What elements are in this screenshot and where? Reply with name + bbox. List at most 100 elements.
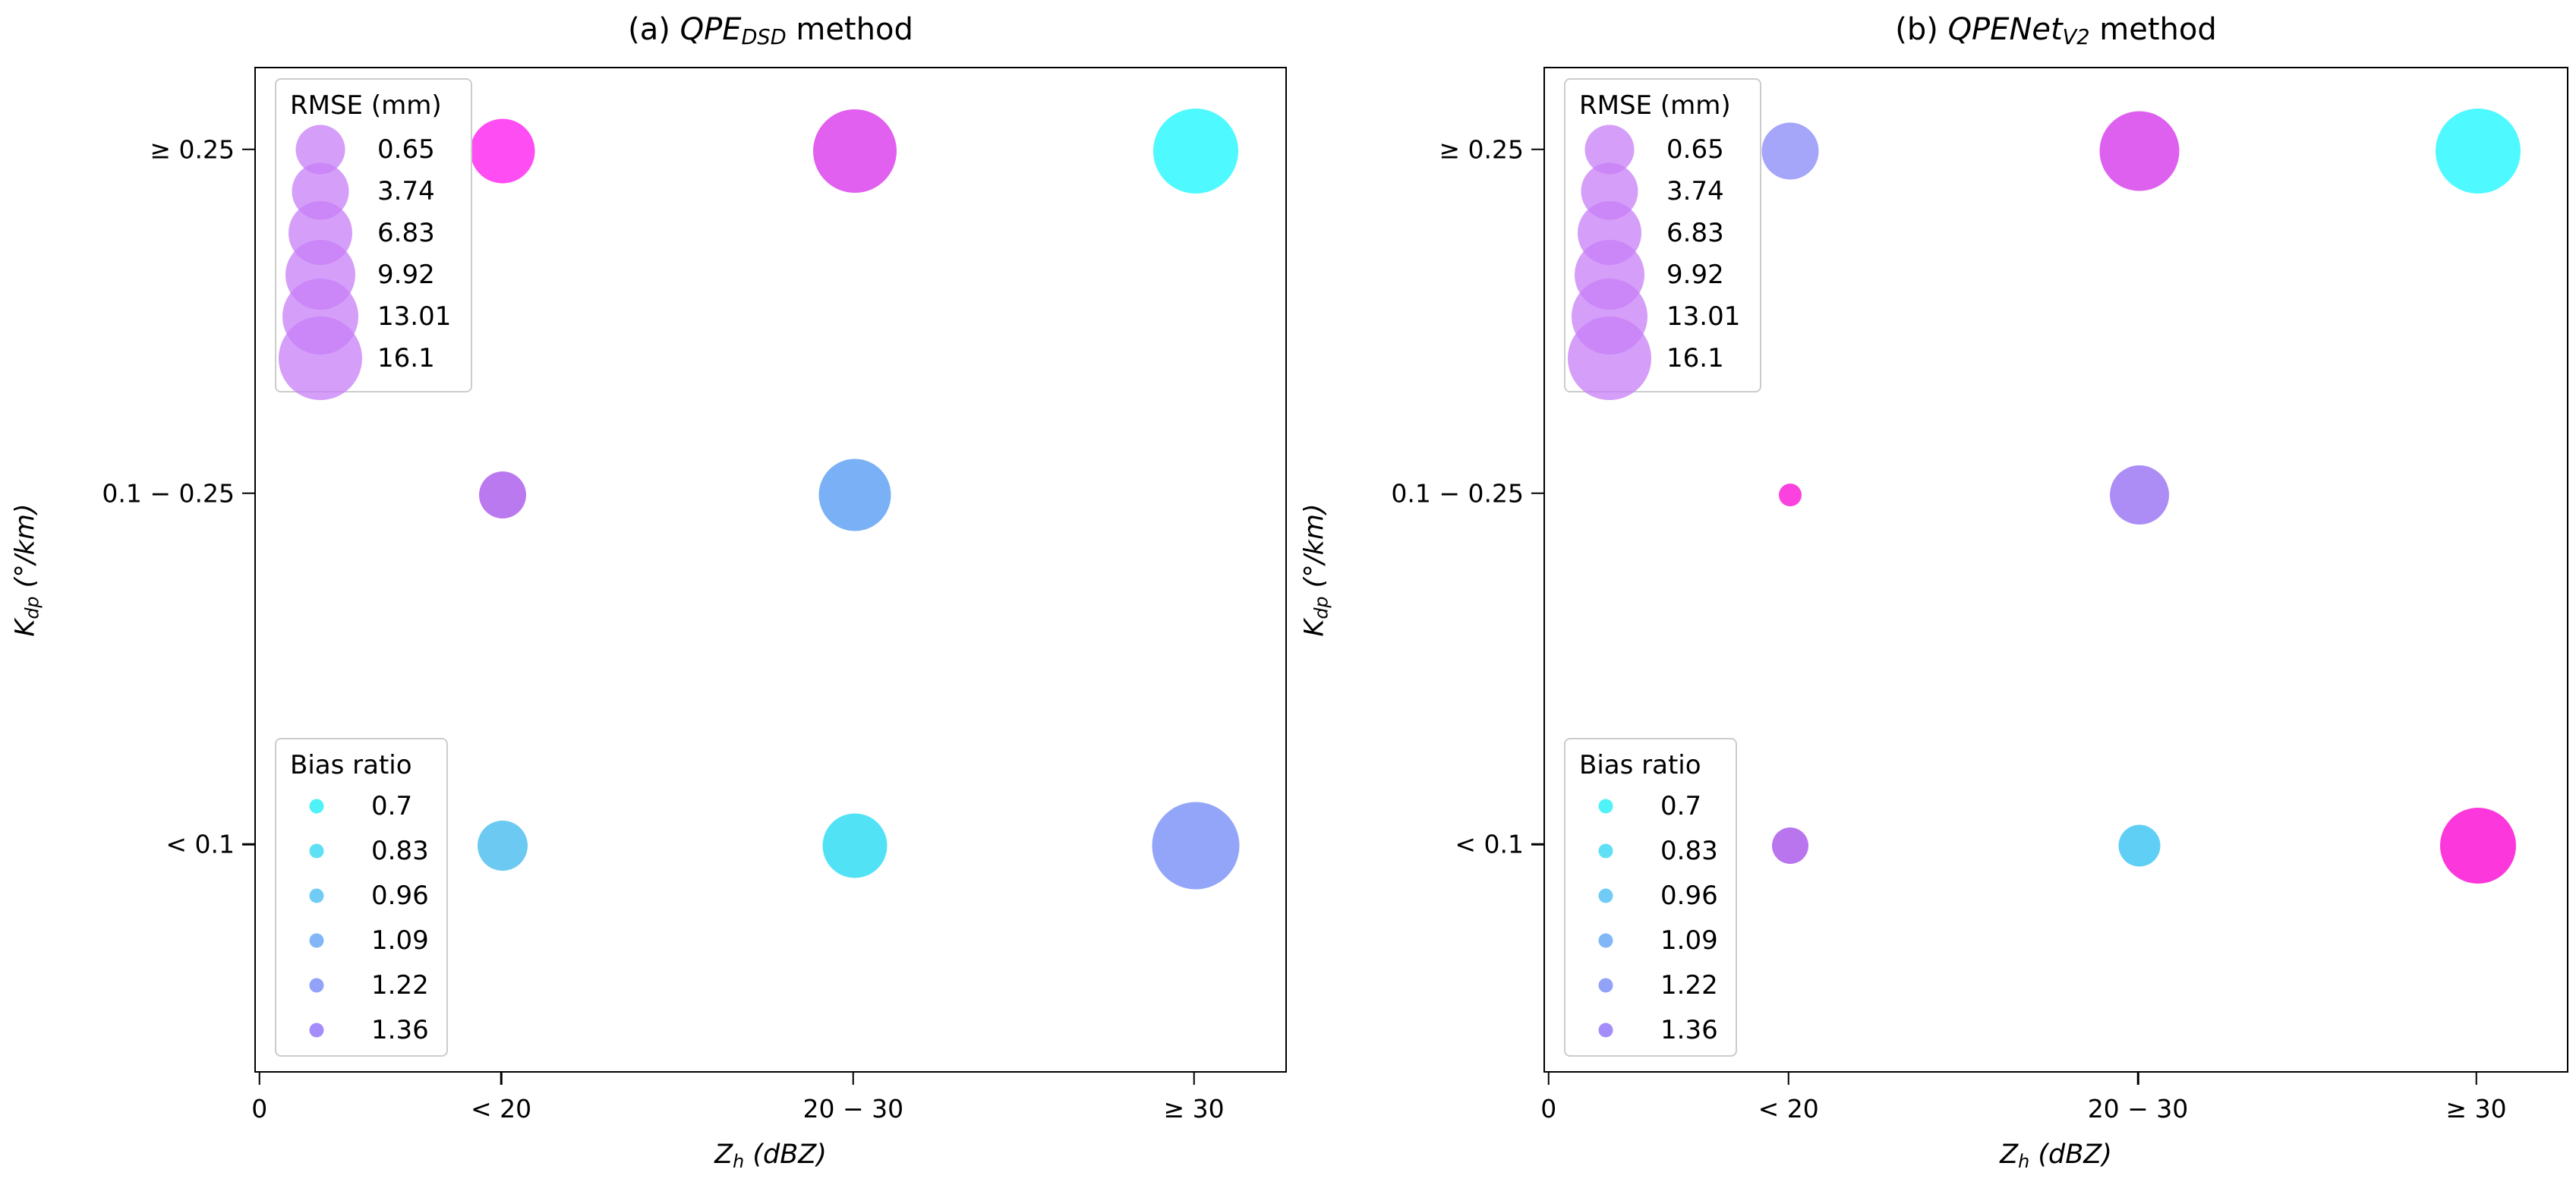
color-legend-value: 1.36 [371,1015,429,1045]
y-axis-title: Kdp (°/km) [11,503,43,636]
bubble [479,471,527,518]
x-axis-subscript: h [2018,1151,2030,1172]
size-legend: RMSE (mm) 0.65 3.74 6.83 9.92 13.01 16.1 [1564,78,1761,400]
color-legend-marker [1598,843,1613,859]
x-tick-mark [2475,1073,2477,1085]
title-method-name: QPENet [1947,12,2063,47]
x-axis-title: Zh (dBZ) [714,1139,827,1172]
y-tick-label: 0.1 − 0.25 [102,478,235,509]
size-legend-value: 0.65 [1666,134,1724,165]
color-legend-title: Bias ratio [1579,750,1701,780]
y-tick-label: ≥ 0.25 [150,134,235,165]
color-legend-value: 1.22 [1660,970,1718,1001]
color-legend: Bias ratio 0.7 0.83 0.96 1.09 1.22 1.36 [275,738,448,1057]
size-legend-value: 13.01 [1666,301,1741,332]
bubble [1771,827,1808,865]
size-legend-value: 0.65 [377,134,435,165]
title-method-name: QPE [679,12,742,47]
color-legend: Bias ratio 0.7 0.83 0.96 1.09 1.22 1.36 [1564,738,1737,1057]
title-prefix: (b) [1895,12,1948,47]
color-legend-value: 0.83 [371,836,429,866]
bubble [1152,802,1240,890]
title-method-subscript: V2 [2062,26,2090,49]
color-legend-marker [309,843,324,859]
bubble [2110,465,2169,525]
x-tick-label: 0 [251,1094,268,1124]
color-legend-marker [309,978,324,993]
size-legend-value: 6.83 [377,218,435,248]
y-axis-subscript: dp [1310,595,1332,619]
y-tick-mark [242,843,254,846]
x-tick-label: 20 − 30 [2087,1094,2189,1124]
y-tick-mark [242,492,254,495]
size-legend-marker [279,317,362,400]
size-legend-value: 3.74 [377,176,435,206]
color-legend-value: 0.7 [371,791,413,821]
bubble [2118,824,2161,867]
x-tick-label: ≥ 30 [2445,1094,2507,1124]
y-tick-mark [1531,843,1543,846]
panel-title: (b) QPENetV2 method [1895,12,2217,49]
color-legend-marker [1598,799,1613,814]
title-suffix: method [2089,12,2217,47]
x-tick-label: ≥ 30 [1163,1094,1225,1124]
y-axis-units: (°/km) [10,503,41,596]
y-tick-label: < 0.1 [1455,829,1524,859]
bubble [2439,808,2516,884]
title-prefix: (a) [628,12,680,47]
bubble [2099,111,2180,191]
color-legend-marker [309,933,324,948]
y-tick-label: 0.1 − 0.25 [1391,478,1524,509]
x-tick-mark [258,1073,261,1085]
y-tick-mark [1531,492,1543,495]
y-axis-symbol: K [10,619,41,637]
color-legend-value: 1.36 [1660,1015,1718,1045]
color-legend-marker [1598,978,1613,993]
bubble [1761,122,1819,180]
bubble [470,118,535,184]
size-legend-value: 3.74 [1666,176,1724,206]
color-legend-value: 0.96 [1660,881,1718,911]
size-legend-value: 16.1 [377,343,435,373]
color-legend-title: Bias ratio [290,750,412,780]
color-legend-value: 1.22 [371,970,429,1001]
y-tick-mark [242,148,254,150]
x-tick-label: 0 [1540,1094,1557,1124]
y-axis-units: (°/km) [1299,503,1330,596]
bubble [478,821,528,871]
color-legend-marker [309,799,324,814]
x-tick-mark [500,1073,503,1085]
x-tick-mark [1547,1073,1550,1085]
size-legend-title: RMSE (mm) [290,90,442,121]
y-tick-mark [1531,148,1543,150]
size-legend: RMSE (mm) 0.65 3.74 6.83 9.92 13.01 16.1 [275,78,472,400]
x-tick-mark [852,1073,855,1085]
color-legend-marker [1598,888,1613,903]
color-legend-marker [1598,1023,1613,1038]
y-tick-label: < 0.1 [166,829,235,859]
x-tick-mark [2136,1073,2139,1085]
size-legend-value: 13.01 [377,301,452,332]
x-axis-units: (dBZ) [744,1139,827,1170]
size-legend-value: 9.92 [377,260,435,290]
x-tick-label: 20 − 30 [802,1094,904,1124]
y-tick-label: ≥ 0.25 [1439,134,1524,165]
x-axis-units: (dBZ) [2029,1139,2112,1170]
bubble [818,459,891,531]
title-suffix: method [786,12,913,47]
y-axis-subscript: dp [21,595,43,619]
x-axis-subscript: h [733,1151,745,1172]
title-method-subscript: DSD [741,26,787,49]
color-legend-value: 1.09 [1660,925,1718,956]
x-tick-mark [1787,1073,1789,1085]
bubble [822,813,888,878]
color-legend-marker [309,1023,324,1038]
x-tick-mark [1193,1073,1195,1085]
x-tick-label: < 20 [470,1094,532,1124]
color-legend-marker [1598,933,1613,948]
bubble [812,109,897,193]
color-legend-marker [309,888,324,903]
bubble [1778,483,1802,506]
x-axis-symbol: Z [2000,1139,2019,1170]
